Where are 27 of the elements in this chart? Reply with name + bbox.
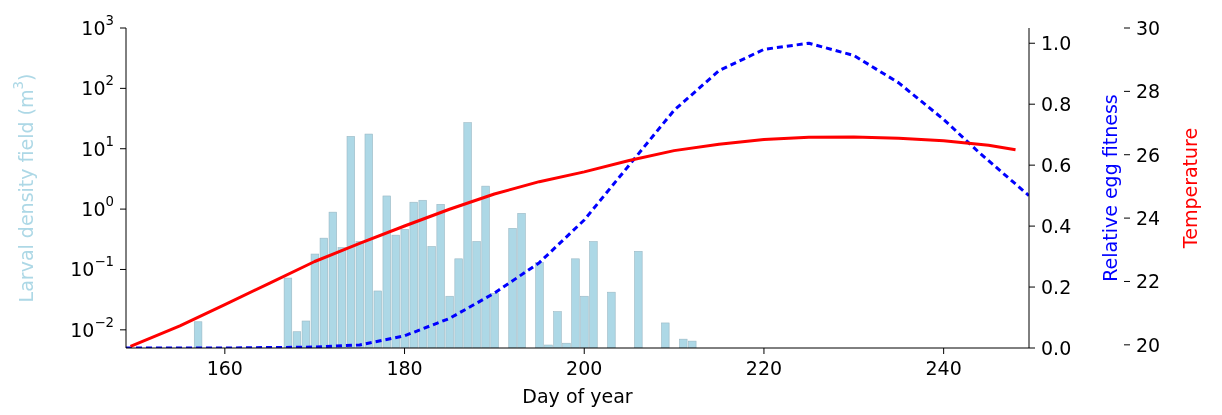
y-tick-label: 10$^{1}$	[81, 133, 114, 160]
y2-tick-label: 0.4	[1041, 215, 1072, 238]
line-series	[128, 135, 1018, 348]
y-tick-label: 10$^{−2}$	[70, 314, 114, 341]
y2-tick-label: 0.0	[1041, 337, 1072, 359]
y2-axis-title: Relative egg fitness	[1099, 94, 1121, 282]
y-tick-label: 10$^{2}$	[81, 73, 114, 100]
y2-tick-label: 0.2	[1041, 276, 1072, 299]
y-tick-label: 10$^{3}$	[81, 13, 114, 39]
x-tick-label: 200	[566, 357, 603, 379]
x-axis-title: Day of year	[522, 385, 633, 407]
y2-tick-label: 1.0	[1041, 32, 1072, 55]
x-tick-label: 180	[386, 357, 423, 379]
x-tick-label: 240	[925, 357, 962, 379]
y3-tick-label: 20	[1136, 333, 1161, 356]
x-tick-label: 220	[745, 357, 783, 379]
y2-tick-label: 0.6	[1041, 154, 1072, 177]
y3-tick-label: 30	[1136, 17, 1161, 39]
y-tick-label: 10$^{−1}$	[70, 254, 114, 281]
y3-axis-title: Temperature	[1179, 127, 1201, 250]
y-tick-label: 10$^{0}$	[81, 194, 114, 221]
x-tick-label: 160	[206, 357, 243, 379]
y2-tick-label: 0.8	[1041, 93, 1072, 116]
y3-tick-label: 22	[1136, 270, 1161, 293]
y3-tick-label: 28	[1136, 80, 1161, 103]
y3-tick-label: 24	[1136, 207, 1161, 230]
y3-tick-label: 26	[1136, 143, 1161, 166]
